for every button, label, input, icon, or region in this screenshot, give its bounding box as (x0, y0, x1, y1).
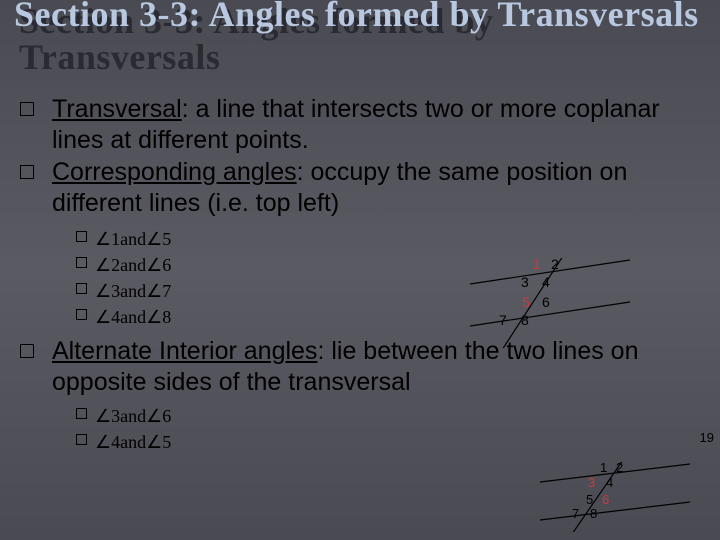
angle-label-6: 6 (542, 294, 550, 310)
angle-label-5: 5 (586, 492, 593, 507)
angle-label-6: 6 (602, 492, 609, 507)
bullet-square (20, 344, 34, 358)
angle-label-2: 2 (616, 460, 623, 475)
angle-label-4: 4 (606, 475, 613, 490)
sub-1-1: ∠1and∠5 (76, 226, 700, 252)
bullet-square-sm (76, 283, 87, 294)
bullet-2: Corresponding angles: occupy the same po… (20, 157, 700, 218)
angle-label-1: 1 (600, 460, 607, 475)
sub-2-2: ∠4and∠5 (76, 429, 700, 455)
bullet-1: Transversal: a line that intersects two … (20, 94, 700, 155)
def-transversal: Transversal: a line that intersects two … (52, 94, 700, 155)
slide-title: Section 3-3: Angles formed by Transversa… (14, 0, 699, 32)
angle-label-7: 7 (572, 506, 579, 521)
angle-label-4: 4 (542, 274, 550, 290)
sub-2-1: ∠3and∠6 (76, 403, 700, 429)
bullet-square-sm (76, 408, 87, 419)
angle-label-3: 3 (521, 274, 529, 290)
diagram-corresponding: 12 3456 78 (470, 258, 630, 348)
def-corresponding: Corresponding angles: occupy the same po… (52, 157, 700, 218)
angle-label-5: 5 (522, 294, 530, 310)
angle-label-2: 2 (551, 256, 559, 272)
angle-label-8: 8 (590, 506, 597, 521)
bullet-square-sm (76, 434, 87, 445)
bullet-square-sm (76, 309, 87, 320)
angle-label-3: 3 (588, 475, 595, 490)
bullet-square-sm (76, 231, 87, 242)
angle-label-8: 8 (521, 312, 529, 328)
diagram-alt-interior: 12 3456 78 (540, 462, 690, 532)
title-front: Section 3-3: Angles formed by Transversa… (14, 0, 699, 32)
angle-label-7: 7 (499, 312, 507, 328)
bullet-square (20, 102, 34, 116)
bullet-square-sm (76, 257, 87, 268)
page-count: 19 (700, 430, 714, 445)
angle-label-1: 1 (533, 256, 541, 272)
bullet-square (20, 165, 34, 179)
